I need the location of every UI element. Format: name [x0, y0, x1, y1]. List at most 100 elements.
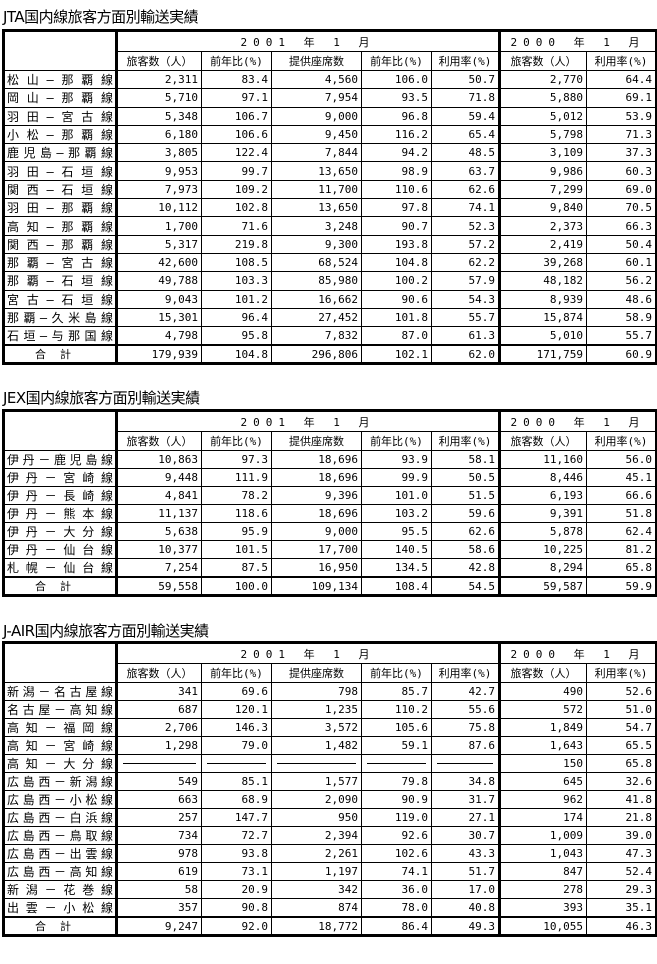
route-cell: 関西—石垣線: [3, 179, 118, 200]
seat-yoy-cell: 140.5: [361, 540, 432, 559]
passengers-2000-cell: 5,798: [498, 124, 587, 145]
passengers-cell: 687: [116, 700, 202, 719]
load-factor-2000-cell: 60.3: [585, 161, 657, 181]
load-factor-cell: 49.3: [431, 916, 500, 936]
load-factor-2000-cell: 60.9: [585, 344, 657, 365]
load-factor-cell: [431, 754, 500, 773]
passengers-cell: 10,112: [116, 198, 202, 218]
table-row: 広島西－白浜線 257 147.7 950 119.0 27.1 174 21.8: [3, 808, 657, 827]
route-header: [3, 642, 118, 683]
load-factor-cell: 17.0: [431, 880, 500, 899]
column-header-seat-yoy: 前年比(%): [361, 51, 432, 71]
seats-cell: 1,577: [271, 772, 362, 791]
route-cell: 高知－宮崎線: [3, 736, 118, 755]
passengers-cell: 2,311: [116, 69, 202, 90]
seat-yoy-cell: 92.6: [361, 826, 432, 845]
passengers-2000-cell: 39,268: [498, 252, 587, 273]
load-factor-2000-cell: 66.6: [585, 486, 657, 505]
column-header-load-factor: 利用率(%): [431, 51, 500, 71]
group-header-2000: 2000 年 1 月: [497, 410, 657, 432]
table-row: 広島西－鳥取線 734 72.7 2,394 92.6 30.7 1,009 39.0: [3, 826, 657, 845]
seats-cell: 1,197: [271, 862, 362, 881]
passengers-2000-cell: 174: [498, 808, 587, 827]
passengers-cell: 10,377: [116, 540, 202, 559]
seats-cell: 7,832: [271, 326, 362, 346]
yoy-cell: 118.6: [201, 504, 272, 523]
passengers-cell: 59,558: [116, 576, 202, 596]
table-row: 鹿児島—那覇線 3,805 122.4 7,844 94.2 48.5 3,109 37.3: [3, 143, 657, 163]
load-factor-cell: 34.8: [431, 772, 500, 791]
seat-yoy-cell: 110.2: [361, 700, 432, 719]
load-factor-2000-cell: 70.5: [585, 198, 657, 218]
yoy-cell: 68.9: [201, 790, 272, 809]
yoy-cell: 72.7: [201, 826, 272, 845]
load-factor-2000-cell: 56.0: [585, 450, 657, 469]
passengers-cell: 15,301: [116, 307, 202, 328]
load-factor-cell: 51.5: [431, 486, 500, 505]
column-header-passengers: 旅客数（人）: [116, 51, 202, 71]
route-cell: 伊丹－熊本線: [3, 504, 118, 523]
total-row: 合計 179,939 104.8 296,806 102.1 62.0 171,759 60.…: [3, 344, 657, 365]
group-header-2001: 2001 年 1 月: [116, 30, 500, 52]
passengers-2000-cell: 2,770: [498, 69, 587, 90]
table-title: JEX国内線旅客方面別輸送実績: [3, 389, 200, 407]
passengers-2000-cell: 15,874: [498, 307, 587, 328]
table-row: 関西—石垣線 7,973 109.2 11,700 110.6 62.6 7,299 69.0: [3, 179, 657, 200]
table-row: 宮古—石垣線 9,043 101.2 16,662 90.6 54.3 8,939 48.6: [3, 289, 657, 309]
passengers-2000-cell: 150: [498, 754, 587, 773]
yoy-cell: 99.7: [201, 161, 272, 181]
column-header-yoy: 前年比(%): [201, 663, 272, 683]
seat-yoy-cell: 193.8: [361, 234, 432, 254]
seats-cell: 2,090: [271, 790, 362, 809]
load-factor-2000-cell: 51.8: [585, 504, 657, 523]
passengers-2000-cell: 9,840: [498, 198, 587, 218]
route-cell: 羽田—那覇線: [3, 198, 118, 218]
passengers-2000-cell: 8,446: [498, 468, 587, 487]
seat-yoy-cell: 79.8: [361, 772, 432, 791]
column-header-passengers-2000: 旅客数（人）: [498, 51, 587, 71]
seat-yoy-cell: 86.4: [361, 916, 432, 936]
yoy-cell: 71.6: [201, 216, 272, 236]
load-factor-cell: 55.7: [431, 307, 500, 328]
route-cell: 高知—那覇線: [3, 216, 118, 236]
seat-yoy-cell: 106.0: [361, 69, 432, 90]
yoy-cell: 146.3: [201, 718, 272, 737]
passengers-cell: 5,317: [116, 234, 202, 254]
passengers-cell: 7,254: [116, 558, 202, 578]
yoy-cell: 79.0: [201, 736, 272, 755]
seat-yoy-cell: 97.8: [361, 198, 432, 218]
passengers-2000-cell: 1,849: [498, 718, 587, 737]
passengers-2000-cell: 59,587: [498, 576, 587, 596]
yoy-cell: 111.9: [201, 468, 272, 487]
passengers-cell: 9,953: [116, 161, 202, 181]
yoy-cell: 85.1: [201, 772, 272, 791]
seat-yoy-cell: 99.9: [361, 468, 432, 487]
seats-cell: 9,450: [271, 124, 362, 145]
seat-yoy-cell: 101.0: [361, 486, 432, 505]
load-factor-cell: 52.3: [431, 216, 500, 236]
table-row: 那覇—宮古線 42,600 108.5 68,524 104.8 62.2 39,268 60…: [3, 252, 657, 273]
seats-cell: 874: [271, 898, 362, 918]
seat-yoy-cell: 93.5: [361, 88, 432, 108]
seats-cell: 4,560: [271, 69, 362, 90]
load-factor-2000-cell: 71.3: [585, 124, 657, 145]
seats-cell: [271, 754, 362, 773]
no-data-dash: [437, 763, 493, 764]
passengers-2000-cell: 5,012: [498, 106, 587, 126]
load-factor-cell: 50.7: [431, 69, 500, 90]
load-factor-2000-cell: 59.9: [585, 576, 657, 596]
load-factor-cell: 87.6: [431, 736, 500, 755]
load-factor-cell: 59.6: [431, 504, 500, 523]
passengers-cell: 4,841: [116, 486, 202, 505]
route-cell: 松山—那覇線: [3, 69, 118, 90]
seats-cell: 950: [271, 808, 362, 827]
yoy-cell: 92.0: [201, 916, 272, 936]
load-factor-2000-cell: 69.0: [585, 179, 657, 200]
passengers-cell: 2,706: [116, 718, 202, 737]
table-row: 伊丹－長崎線 4,841 78.2 9,396 101.0 51.5 6,193 66.6: [3, 486, 657, 505]
seat-yoy-cell: 85.7: [361, 682, 432, 701]
no-data-dash: [123, 763, 196, 764]
passengers-cell: 42,600: [116, 252, 202, 273]
route-cell: 伊丹－長崎線: [3, 486, 118, 505]
seats-cell: 9,000: [271, 106, 362, 126]
